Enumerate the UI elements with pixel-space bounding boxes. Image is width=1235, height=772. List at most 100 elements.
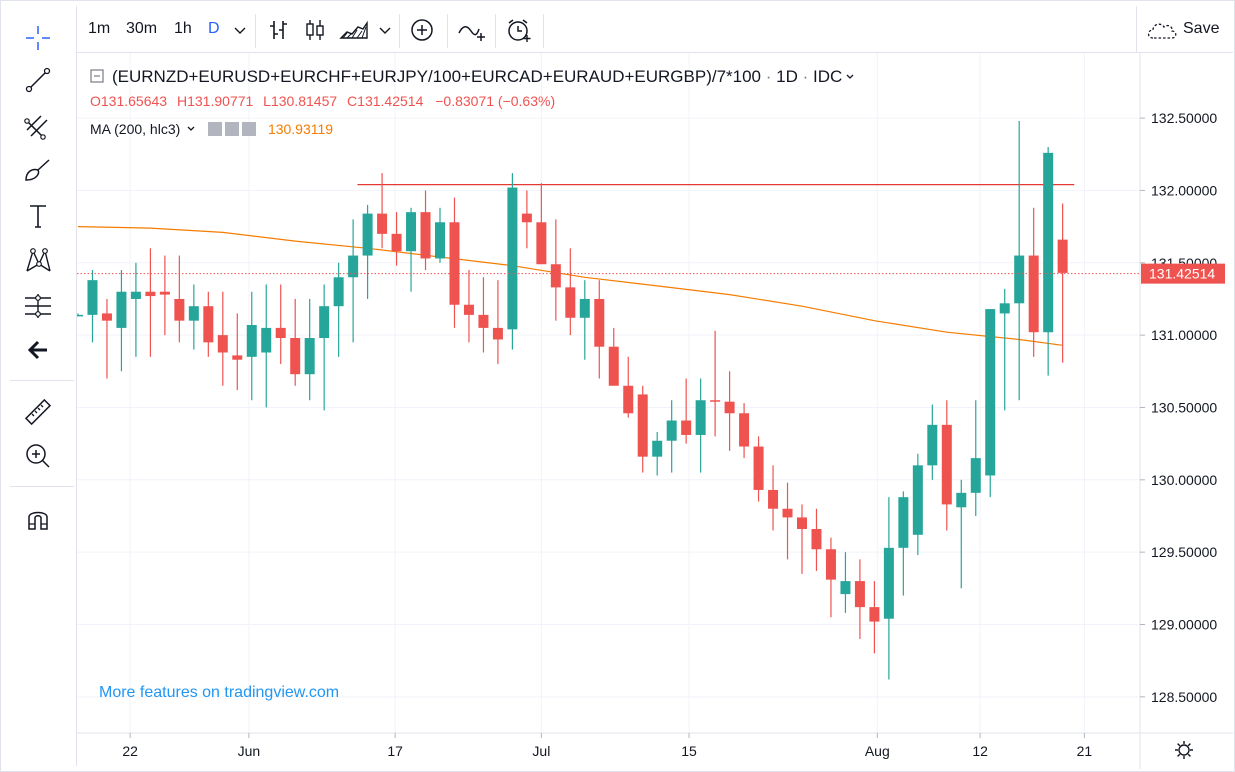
candle (681, 378, 692, 444)
candle-body (188, 306, 199, 321)
candle (608, 327, 619, 386)
candlestick-icon[interactable] (302, 17, 328, 43)
candle-body (406, 212, 417, 252)
candle (406, 207, 417, 292)
candle (565, 248, 576, 336)
candle-body (985, 309, 996, 476)
candle-body (594, 298, 605, 347)
candle-body (391, 233, 402, 252)
candle (970, 400, 981, 516)
candle-body (753, 446, 764, 490)
ma-legend: MA (200, hlc3) 130.93119 (90, 116, 855, 142)
time-axis[interactable]: 22 Jun 17 Jul 15 Aug 12 21 (122, 733, 1092, 759)
y-tick-label: 129.00000 (1151, 616, 1217, 632)
candle-body (116, 291, 127, 328)
candle (768, 465, 779, 531)
candle (782, 482, 793, 560)
alert-clock-icon[interactable] (505, 17, 533, 43)
bar-chart-icon[interactable] (266, 17, 292, 43)
candle-body (898, 497, 909, 548)
settings-icon[interactable] (225, 122, 240, 136)
cloud-icon (1147, 23, 1177, 39)
high-value: 131.90771 (187, 93, 254, 109)
candle-body (695, 400, 706, 435)
candle-body (608, 346, 619, 386)
chevron-down-icon[interactable] (232, 22, 248, 38)
source-label: IDC (812, 67, 843, 86)
interval-d[interactable]: D (208, 20, 220, 37)
candle (391, 212, 402, 266)
candle (999, 288, 1010, 411)
collapse-icon[interactable] (90, 69, 104, 83)
candle (710, 330, 721, 437)
magnet-icon[interactable] (22, 503, 54, 535)
chevron-down-icon[interactable] (377, 22, 393, 38)
close-icon[interactable] (242, 122, 257, 136)
brush-icon[interactable] (22, 154, 54, 186)
candle (174, 255, 185, 343)
legend-title: (EURNZD+EURUSD+EURCHF+EURJPY/100+EURCAD+… (90, 64, 855, 90)
pitchfork-icon[interactable] (22, 110, 54, 142)
x-tick-label: 22 (122, 743, 138, 759)
candle (927, 404, 938, 480)
y-tick-label: 131.00000 (1151, 327, 1217, 343)
candle (304, 298, 315, 401)
candle (261, 284, 272, 408)
candle-body (970, 458, 981, 493)
price-axis[interactable]: 128.50000 129.00000 129.50000 130.00000 130.… (1140, 110, 1217, 705)
candle (77, 313, 83, 317)
save-button[interactable]: Save (1136, 6, 1233, 52)
zoom-in-icon[interactable] (22, 440, 54, 472)
symbol-name[interactable]: (EURNZD+EURUSD+EURCHF+EURJPY/100+EURCAD+… (112, 67, 762, 86)
candle (941, 400, 952, 531)
compare-icon[interactable] (457, 17, 487, 43)
candle-body (1043, 152, 1054, 333)
y-tick-label: 130.00000 (1151, 472, 1217, 488)
eye-icon[interactable] (208, 122, 223, 136)
candle (130, 262, 141, 357)
ruler-icon[interactable] (22, 396, 54, 428)
promo-link[interactable]: More features on tradingview.com (99, 684, 340, 701)
candle (101, 298, 112, 379)
y-tick-label: 132.50000 (1151, 110, 1217, 126)
candle (854, 559, 865, 639)
candle (1057, 203, 1068, 363)
pattern-icon[interactable] (22, 244, 54, 276)
interval-30m[interactable]: 30m (126, 20, 158, 37)
candle-body (362, 213, 373, 256)
candlestick-chart[interactable]: 128.50000 129.00000 129.50000 130.00000 130.… (77, 53, 1233, 769)
area-chart-icon[interactable] (338, 17, 370, 43)
ma-label[interactable]: MA (200, hlc3) (90, 121, 181, 137)
candle-body (681, 420, 692, 435)
candle (217, 291, 228, 386)
back-arrow-icon[interactable] (22, 334, 54, 366)
candle (869, 581, 880, 654)
chevron-down-icon[interactable] (186, 124, 196, 134)
last-price-badge-bg (1141, 263, 1225, 284)
text-icon[interactable] (22, 200, 54, 232)
add-indicator-icon[interactable] (409, 17, 435, 43)
candle-body (536, 222, 547, 265)
candle (463, 270, 474, 343)
interval-1h[interactable]: 1h (174, 20, 192, 37)
candle-body (521, 213, 532, 223)
interval-1m[interactable]: 1m (88, 20, 111, 37)
crosshair-icon[interactable] (22, 22, 54, 54)
candle-body (840, 581, 851, 595)
candles (77, 121, 1068, 680)
candle-body (927, 424, 938, 466)
candle-body (768, 489, 779, 509)
last-price-badge-text: 131.42514 (1149, 266, 1215, 282)
candle (753, 436, 764, 502)
candle-body (507, 187, 518, 330)
measure-fib-icon[interactable] (22, 290, 54, 322)
candle-body (77, 314, 83, 317)
gear-icon[interactable] (1175, 741, 1193, 759)
trend-line-icon[interactable] (22, 64, 54, 96)
chevron-down-icon[interactable] (845, 72, 855, 82)
candle-body (1014, 255, 1025, 304)
candle (1014, 121, 1025, 401)
candle-body (159, 291, 170, 295)
x-tick-label: Jul (532, 743, 550, 759)
candle-body (435, 222, 445, 259)
